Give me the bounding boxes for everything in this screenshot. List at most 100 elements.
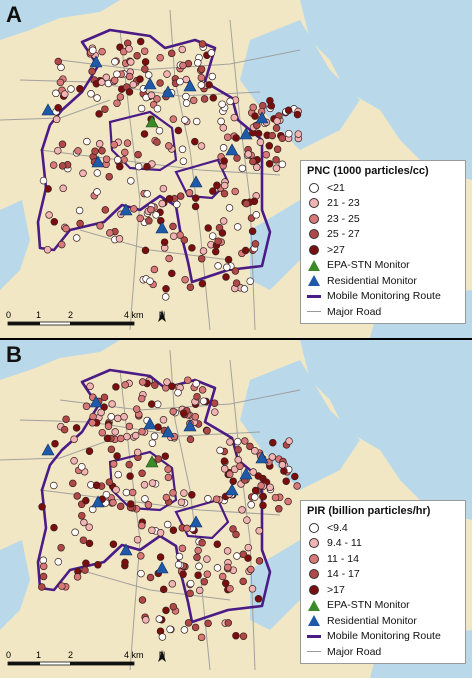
sample-point <box>234 456 242 464</box>
sample-point <box>284 106 293 115</box>
sample-point <box>168 580 177 588</box>
sample-point <box>58 140 67 149</box>
residential-monitor <box>91 155 105 168</box>
legend-class-b-1: 9.4 - 11 <box>307 536 459 552</box>
sample-point <box>39 562 48 571</box>
sample-point <box>176 77 184 86</box>
sample-point <box>203 427 211 435</box>
sample-point <box>141 246 150 255</box>
sample-point <box>134 150 142 159</box>
sample-point <box>179 157 188 165</box>
sample-point <box>175 552 184 561</box>
sample-point <box>168 269 176 278</box>
map-panel-a: A PNC (1000 particles/cc) <21 21 - 23 23… <box>0 0 472 338</box>
sample-point <box>213 564 222 572</box>
sample-point <box>74 147 82 155</box>
sample-point <box>151 381 159 389</box>
scale-tick-1: 1 <box>36 650 41 660</box>
sample-point <box>150 432 159 441</box>
sample-point <box>226 584 234 593</box>
scale-tick-0: 0 <box>6 310 11 320</box>
sample-point <box>200 95 209 103</box>
sample-point <box>116 162 124 171</box>
sample-point <box>186 579 195 588</box>
sample-point <box>249 157 257 166</box>
sample-point <box>105 172 113 181</box>
sample-point <box>140 481 149 489</box>
north-arrow-icon <box>158 310 166 322</box>
sample-point <box>213 540 222 548</box>
sample-point <box>164 465 172 473</box>
sample-point <box>138 596 147 604</box>
sample-point <box>220 465 229 473</box>
sample-point <box>73 573 82 581</box>
sample-point <box>191 137 199 146</box>
sample-point <box>103 434 112 443</box>
residential-monitor <box>161 85 175 98</box>
major-road <box>79 569 231 601</box>
legend-dot <box>309 553 319 564</box>
sample-point <box>144 501 153 509</box>
sample-point <box>255 527 263 535</box>
sample-point <box>169 526 178 534</box>
legend-route-a: Mobile Monitoring Route <box>307 289 459 305</box>
sample-point <box>233 154 241 162</box>
sample-point <box>59 184 67 193</box>
sample-point <box>50 481 58 490</box>
sample-point <box>204 619 212 628</box>
sample-point <box>249 103 257 112</box>
sample-point <box>177 498 186 507</box>
sample-point <box>89 46 97 55</box>
sample-point <box>76 219 84 228</box>
sample-point <box>214 237 222 245</box>
sample-point <box>153 138 161 146</box>
sample-point <box>220 157 228 165</box>
sample-point <box>142 616 150 624</box>
scale-tick-2: 2 <box>68 650 73 660</box>
sample-point <box>223 263 231 272</box>
residential-monitor <box>119 203 133 216</box>
sample-point <box>266 96 274 105</box>
sample-point <box>278 134 287 142</box>
sample-point <box>233 552 241 560</box>
sample-point <box>280 467 288 475</box>
sample-point <box>163 520 172 529</box>
sample-point <box>254 472 263 480</box>
sample-point <box>125 422 134 431</box>
sample-point <box>173 200 181 209</box>
sample-point <box>93 169 102 177</box>
sample-point <box>251 447 259 455</box>
sample-point <box>268 131 277 140</box>
legend-dot <box>309 229 319 240</box>
sample-point <box>248 227 257 236</box>
sample-point <box>221 579 230 588</box>
residential-monitor <box>41 443 55 456</box>
sample-point <box>88 67 96 76</box>
legend-dot <box>309 198 319 209</box>
sample-point <box>242 199 251 208</box>
sample-point <box>153 95 161 103</box>
sample-point <box>241 437 249 445</box>
sample-point <box>253 163 261 172</box>
sample-point <box>208 232 217 240</box>
route-line-icon <box>307 634 321 638</box>
legend-dot <box>309 538 319 549</box>
sample-point <box>180 626 189 634</box>
sample-point <box>233 437 242 446</box>
sample-point <box>138 469 146 478</box>
sample-point <box>82 402 91 411</box>
sample-point <box>160 238 169 246</box>
sample-point <box>294 130 303 138</box>
sample-point <box>181 275 189 284</box>
legend-class-b-2: 11 - 14 <box>307 551 459 567</box>
sample-point <box>174 126 183 135</box>
sample-point <box>38 583 46 591</box>
sample-point <box>111 428 119 436</box>
sample-point <box>180 489 188 497</box>
sample-point <box>133 51 141 60</box>
mobile-monitoring-route <box>108 110 178 172</box>
major-road <box>229 359 256 671</box>
sample-point <box>125 460 133 469</box>
sample-point <box>58 162 67 170</box>
sample-point <box>163 378 171 386</box>
